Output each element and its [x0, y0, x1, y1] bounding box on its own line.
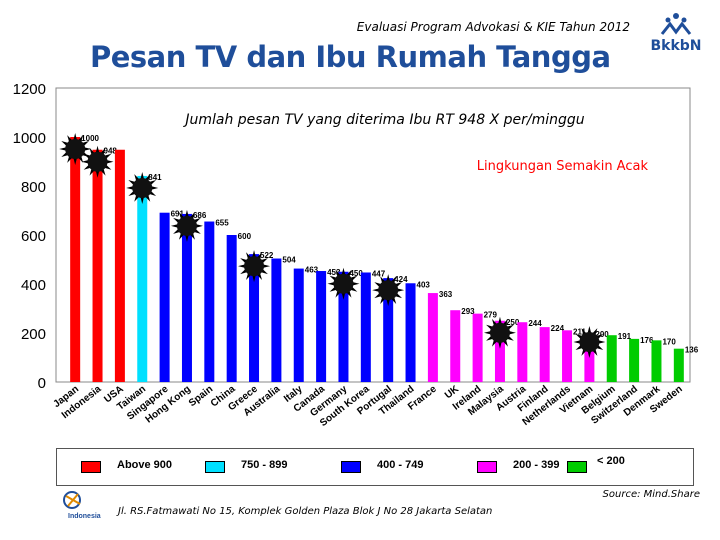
bar-value-label: 453 [327, 268, 341, 277]
bar [181, 213, 192, 382]
bar-value-label: 504 [282, 256, 296, 265]
bar [114, 149, 125, 382]
chart-title: Jumlah pesan TV yang diterima Ibu RT 948… [182, 112, 584, 128]
legend-label: 400 - 749 [377, 459, 424, 471]
bar [70, 137, 81, 382]
bar-value-label: 841 [148, 173, 162, 182]
bar-value-label: 447 [372, 269, 386, 278]
bar-value-label: 244 [528, 319, 542, 328]
bar [405, 283, 416, 382]
legend-label: 200 - 399 [513, 459, 560, 471]
bar-value-label: 191 [618, 332, 632, 341]
bar [92, 149, 103, 382]
y-tick-label: 800 [21, 179, 46, 196]
legend-swatch [341, 461, 361, 473]
bar [472, 313, 483, 382]
bar-value-label: 136 [685, 346, 699, 355]
footer-address: Jl. RS.Fatmawati No 15, Komplek Golden P… [118, 506, 493, 517]
bar [450, 310, 461, 382]
bkkbn-logo-icon [660, 13, 692, 35]
bar [629, 338, 640, 382]
sun-marker-icon [238, 250, 271, 283]
bkkbn-logo-text: BkkbN [650, 38, 702, 54]
legend-swatch [567, 461, 587, 473]
bar [383, 278, 394, 382]
sun-marker-icon [81, 145, 114, 178]
bar [204, 221, 215, 382]
legend-swatch [477, 461, 497, 473]
bar [651, 340, 662, 382]
sun-marker-icon [483, 316, 516, 349]
bar-value-label: 293 [461, 307, 475, 316]
bar [249, 254, 260, 382]
bar [316, 271, 327, 382]
bar-chart: 0 200 400 600 800 1000 1200 Jumlah pesan TV yan… [13, 81, 699, 429]
legend-label: 750 - 899 [241, 459, 288, 471]
bar-value-label: 224 [551, 324, 565, 333]
bar-value-label: 655 [215, 219, 229, 228]
bar [427, 293, 438, 382]
page-title: Pesan TV dan Ibu Rumah Tangga [90, 40, 611, 74]
bar-value-label: 600 [238, 232, 252, 241]
y-tick-label: 400 [21, 277, 46, 294]
y-tick-label: 200 [21, 326, 46, 343]
legend-label: < 200 [597, 455, 625, 467]
x-tick-label: Spain [187, 384, 215, 409]
bar-value-label: 463 [305, 266, 319, 275]
sun-marker-icon [170, 209, 203, 242]
bar-value-label: 211 [573, 327, 586, 336]
bar-value-label: 403 [417, 280, 431, 289]
bar-value-label: 1000 [81, 134, 99, 143]
sun-marker-icon [573, 326, 606, 358]
bar [271, 258, 282, 382]
legend-swatch [81, 461, 101, 473]
footer-logo-text: Indonesia [68, 513, 101, 520]
header-subtitle: Evaluasi Program Advokasi & KIE Tahun 20… [356, 20, 630, 34]
bar-value-label: 250 [506, 318, 520, 327]
sun-marker-icon [59, 133, 92, 165]
bar-value-label: 522 [260, 251, 274, 260]
bar-value-label: 948 [104, 147, 118, 156]
bar [517, 322, 528, 382]
bar [606, 335, 617, 382]
bar [494, 320, 505, 382]
y-tick-label: 1000 [13, 130, 46, 147]
footer-logo-icon [63, 491, 81, 509]
bar [673, 348, 684, 382]
bar-value-label: 691 [171, 210, 185, 219]
bar [159, 212, 170, 382]
bar-value-label: 363 [439, 290, 453, 299]
bar-value-label: 686 [193, 211, 207, 220]
sun-marker-icon [126, 171, 159, 204]
bar [338, 271, 349, 382]
chart-source: Source: Mind.Share [602, 489, 700, 500]
sun-marker-icon [372, 274, 405, 307]
bar-value-label: 170 [662, 337, 676, 346]
chart-annotation: Lingkungan Semakin Acak [477, 159, 649, 174]
bar [539, 327, 550, 382]
bar-value-label: 450 [349, 269, 363, 278]
bar [226, 235, 237, 382]
legend-swatch [205, 461, 225, 473]
legend-label: Above 900 [117, 459, 173, 471]
bar [137, 175, 148, 382]
chart-legend: Above 900 750 - 899 400 - 749 200 - 399 < 20… [56, 448, 694, 486]
bar-value-label: 279 [484, 311, 498, 320]
bar-value-label: 176 [640, 336, 654, 345]
bar [293, 268, 304, 382]
y-tick-label: 1200 [13, 81, 46, 98]
footer-logo: Indonesia [58, 486, 116, 526]
y-tick-label: 600 [21, 228, 46, 245]
y-tick-label: 0 [38, 375, 46, 392]
bar [562, 330, 573, 382]
bkkbn-logo: BkkbN [640, 8, 712, 66]
bar-value-label: 424 [394, 275, 408, 284]
sun-marker-icon [327, 267, 360, 300]
bar [360, 272, 371, 382]
